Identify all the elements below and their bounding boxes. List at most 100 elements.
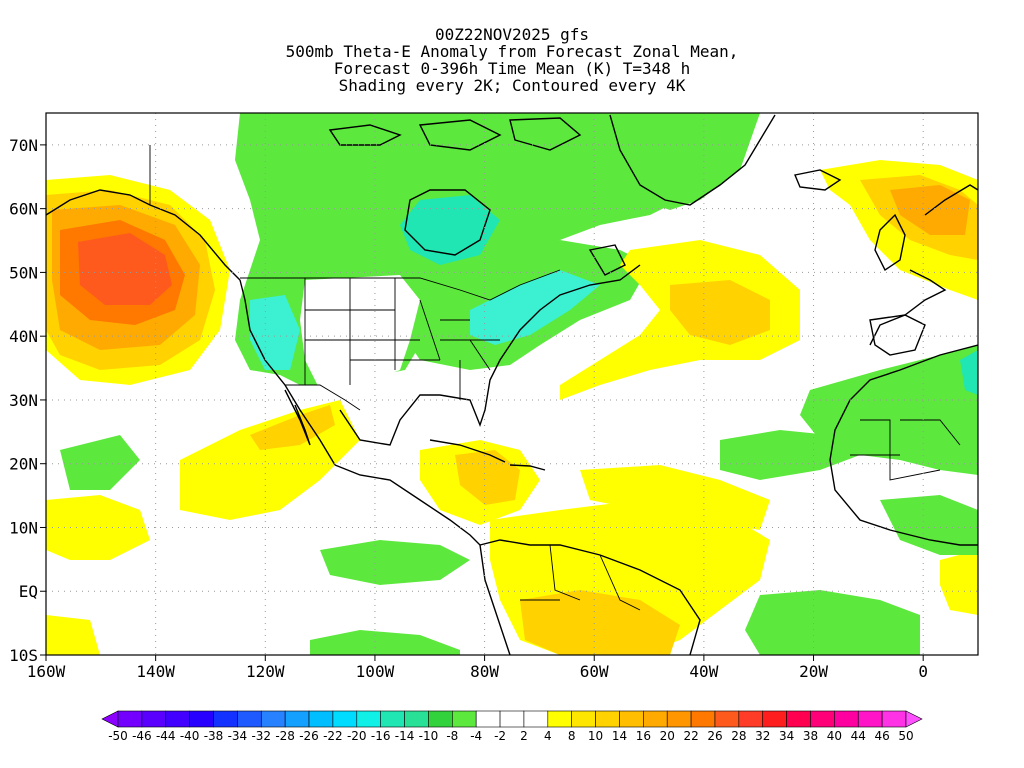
lon-tick-label: 0 [918,662,928,681]
colorbar-box [690,710,716,728]
gridline-layer [46,113,978,655]
colorbar-label: -34 [228,729,248,743]
colorbar-box [165,710,190,728]
yellow-region-gulf-guinea [940,550,978,615]
lat-tick-label: 20N [9,455,38,474]
colorbar-label: -2 [494,729,506,743]
colorbar-box [786,710,811,728]
colorbar-label: 8 [568,729,576,743]
green-region-east-pacific [320,540,470,585]
lat-tick-label: 70N [9,136,38,155]
colorbar-box [284,710,310,728]
coastline-arctic-islands-3 [509,117,582,151]
yellow-region-south-pacific [46,615,100,655]
green-region-atlantic-20n [720,430,860,480]
lon-tick-label: 80W [470,662,499,681]
colorbar-boxes [101,710,923,728]
coastline-hispaniola [509,464,546,471]
colorbar-label: 10 [588,729,603,743]
gold-region-caribbean [455,450,520,505]
colorbar-box [260,710,286,728]
colorbar-box [762,710,787,728]
colorbar-label: -14 [395,729,415,743]
lat-tick-label: 10N [9,518,38,537]
green-region-greenland [610,113,760,210]
border-us-canada [240,269,561,301]
colorbar-label: 20 [660,729,675,743]
colorbar-label: 34 [779,729,794,743]
title-forecast-period: Forecast 0-396h Time Mean (K) T=348 h [333,59,691,78]
shading-layer [46,113,978,655]
lat-tick-label: 40N [9,327,38,346]
gold-region-midatlantic [670,280,770,345]
colorbar-box [499,710,525,728]
lon-tick-label: 100W [356,662,395,681]
colorbar-label: -28 [275,729,295,743]
title-block: 00Z22NOV2025 gfs 500mb Theta-E Anomaly f… [0,26,1024,94]
colorbar-label: 46 [874,729,889,743]
coastline-us-west [239,279,336,466]
colorbar-label: -44 [156,729,176,743]
map-frame [45,112,979,656]
colorbar-label: 32 [755,729,770,743]
lon-tick-label: 120W [246,662,285,681]
colorbar-label: 22 [683,729,698,743]
colorbar-label: 44 [851,729,866,743]
coastline-central-america [334,464,481,546]
coastline-uk [874,213,906,272]
lat-tick-label: 50N [9,263,38,282]
colorbar-box [428,710,453,728]
colorbar-box [643,710,668,728]
colorbar-label: -4 [470,729,482,743]
lat-tick-label: 10S [9,646,38,665]
colorbar-box [189,710,214,728]
lat-tick-label: 30N [9,391,38,410]
coastline-cuba [429,439,506,463]
lat-tick-label: EQ [19,582,38,601]
border-us-mexico [285,384,361,411]
colorbar-box [213,710,238,728]
colorbar-box [332,710,358,728]
colorbar-label: -8 [446,729,458,743]
colorbar-label: -26 [299,729,319,743]
colorbar-label: -38 [204,729,224,743]
colorbar-box [666,710,692,728]
colorbar-box [380,710,405,728]
colorbar-label: 16 [636,729,651,743]
coastline-iberia [869,314,926,356]
lon-axis: 160W 140W 120W 100W 80W 60W 40W 20W 0 [27,655,928,681]
coastline-baja [284,389,311,446]
lon-tick-label: 40W [689,662,718,681]
coastline-africa-west [829,344,978,546]
border-africa [850,419,961,481]
colorbar-label: -22 [323,729,343,743]
colorbar-box [810,710,835,728]
colorbar-label: 2 [520,729,528,743]
colorbar-box [547,710,572,728]
border-us-states-2 [440,319,500,400]
gold-region-mexico [250,405,335,450]
teal-region-africa [960,350,978,395]
colorbar-arrow-left [101,710,119,728]
coastline-south-america-west [479,544,511,655]
green-region-africa [800,345,978,475]
colorbar-box [881,710,907,728]
colorbar-arrow-right [905,710,923,728]
lat-tick-label: 60N [9,200,38,219]
colorbar-box [571,710,596,728]
teal-region-westus [250,295,300,370]
green-region-west-africa [880,495,978,555]
colorbar-label: 40 [827,729,842,743]
colorbar-label: 28 [731,729,746,743]
colorbar-label: -20 [347,729,367,743]
title-date-model: 00Z22NOV2025 gfs [434,25,590,44]
colorbar-box [356,710,381,728]
colorbar-box [738,710,764,728]
colorbar-label: -40 [180,729,200,743]
colorbar-labels: -50 -46 -44 -40 -38 -34 -32 -28 -26 -22 -20 -16 -14-… [108,729,913,743]
colorbar-box [452,710,477,728]
lon-tick-label: 20W [799,662,828,681]
red-orange-region-alaska [78,233,172,305]
colorbar-label: 14 [612,729,627,743]
